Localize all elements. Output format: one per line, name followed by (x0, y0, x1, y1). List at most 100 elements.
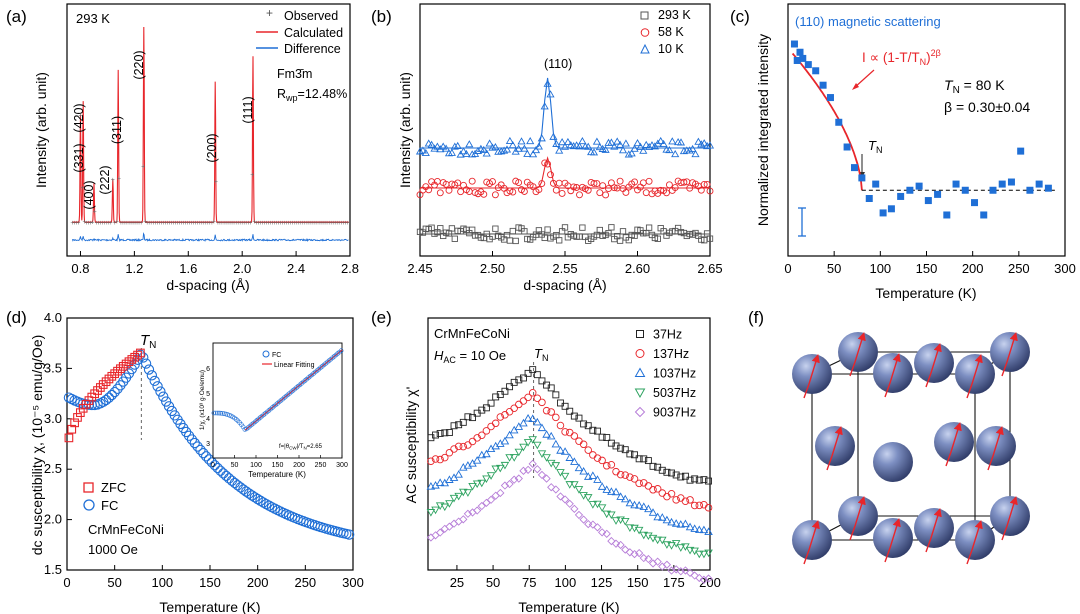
panel-label-e: (e) (371, 308, 392, 327)
observed-point: + (228, 220, 232, 227)
xlabel-a: d-spacing (Å) (166, 277, 249, 293)
point-1037hz (690, 524, 699, 532)
peak-label-a: (111) (241, 96, 255, 123)
observed-point: + (266, 220, 270, 227)
point-5037hz (667, 542, 676, 550)
zfc-point (116, 364, 125, 374)
point-5037hz (639, 531, 649, 540)
inset-d: FC Linear Fitting f=|θCW|/TN=2.65 0 50 100… (199, 342, 348, 479)
point-10K (656, 136, 665, 145)
point-137hz (505, 407, 514, 416)
point-1037hz (472, 456, 482, 464)
point-10K (549, 132, 558, 140)
axis-d-xtick-label: 200 (247, 575, 269, 590)
panel-label-b: (b) (371, 7, 392, 26)
fc-point (95, 398, 106, 409)
legend-label-5037hz: 5037Hz (653, 386, 696, 400)
observed-point: + (149, 220, 153, 227)
point-58K (491, 191, 499, 199)
observed-point: + (246, 220, 250, 227)
inset-xtick-label: 300 (336, 462, 348, 469)
fc-point (252, 493, 263, 505)
point-293K (544, 226, 551, 233)
point-1037hz (583, 472, 593, 480)
spin-arrow (1006, 495, 1018, 527)
point-9037hz (621, 545, 630, 554)
fc-point (223, 473, 235, 484)
axis-d-ytick-label: 3.5 (44, 360, 62, 375)
observed-point: + (327, 220, 331, 227)
point-10K (613, 137, 622, 145)
fc-point (112, 383, 123, 394)
point-10K (529, 150, 538, 158)
observed-point: + (188, 220, 192, 227)
point-10K (462, 149, 471, 158)
fit-line-b (420, 77, 710, 149)
zfc-point (67, 424, 77, 434)
data-point-c (1035, 180, 1043, 188)
axis-d-ytick-label: 3.0 (44, 411, 62, 426)
observed-point: + (319, 220, 323, 227)
point-5037hz (699, 550, 709, 559)
point-1037hz (593, 475, 602, 483)
point-9037hz (611, 539, 621, 548)
observed-point: + (301, 220, 305, 227)
point-137hz (644, 482, 653, 490)
peak-label-a: (311) (110, 116, 124, 144)
point-58K (425, 186, 433, 194)
spin-arrow-tail (803, 383, 810, 399)
point-37hz (640, 455, 648, 463)
point-58K (680, 178, 688, 186)
point-9037hz (588, 520, 597, 529)
point-1037hz (477, 450, 487, 459)
point-10K (668, 137, 677, 145)
point-10K (531, 145, 541, 154)
point-293K (608, 224, 615, 231)
point-1037hz (630, 500, 639, 509)
point-137hz (579, 440, 588, 449)
observed-point: + (343, 220, 347, 227)
legend-marker-b (640, 28, 650, 37)
point-37hz (603, 434, 611, 442)
point-137hz (556, 421, 565, 430)
data-point-c (872, 180, 880, 188)
point-137hz (542, 406, 551, 415)
observed-point: + (180, 220, 184, 227)
data-point-c (793, 56, 801, 64)
point-5037hz (602, 510, 612, 519)
point-58K (454, 179, 462, 187)
observed-point: + (268, 220, 272, 227)
observed-point: + (139, 220, 143, 227)
ylabel-d: dc susceptibility χ, (10⁻⁵ emu/g/Oe) (29, 335, 45, 556)
field-label-e: HAC = 10 Oe (434, 348, 506, 365)
point-9037hz (653, 557, 662, 566)
point-10K (676, 138, 686, 146)
point-293K (645, 224, 653, 231)
axis-e-xtick-label: 175 (663, 575, 685, 590)
spin-arrow-tail (966, 383, 973, 399)
field-label-d: 1000 Oe (88, 542, 138, 557)
point-58K (657, 186, 665, 194)
point-37hz (450, 422, 458, 430)
observed-point: + (97, 220, 101, 227)
point-9037hz (579, 515, 588, 524)
observed-point: + (70, 220, 74, 227)
axis-d-xtick-label: 0 (63, 575, 70, 590)
point-137hz (621, 471, 630, 479)
point-10K (694, 137, 703, 145)
panel-label-d: (d) (6, 308, 27, 327)
fc-point (201, 451, 212, 462)
point-9037hz (445, 522, 454, 531)
observed-point: + (345, 220, 349, 227)
inset-fc-point (215, 410, 220, 416)
inset-ytick-label: 3 (206, 441, 210, 448)
peak-label-b: (110) (544, 57, 572, 71)
point-1037hz (537, 423, 547, 432)
observed-point: + (198, 220, 202, 227)
observed-point: + (214, 179, 218, 186)
point-293K (619, 228, 627, 235)
data-point-c (796, 48, 804, 56)
axis-c-xtick-label: 0 (784, 261, 791, 276)
inset-fc-point (221, 411, 227, 417)
fc-point (183, 430, 195, 441)
